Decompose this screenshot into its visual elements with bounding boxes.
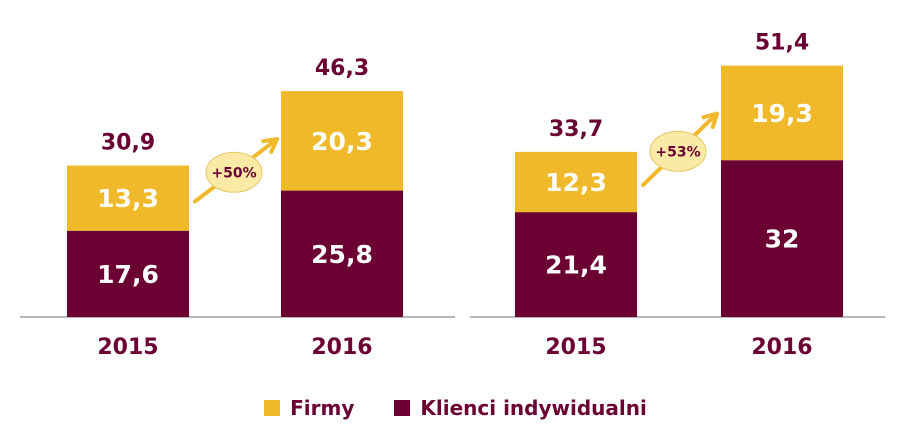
data-label-firmy: 20,3 <box>311 127 373 156</box>
total-label: 46,3 <box>315 56 369 81</box>
legend-swatch-firmy <box>264 400 281 416</box>
x-tick-label: 2015 <box>97 335 158 360</box>
x-tick-label: 2015 <box>545 335 606 360</box>
total-label: 51,4 <box>755 31 809 56</box>
total-label: 33,7 <box>549 117 603 142</box>
data-label-firmy: 19,3 <box>751 99 813 128</box>
legend-swatch-klienci <box>394 400 411 416</box>
bar-klienci-2016 <box>721 160 843 317</box>
growth-label: +50% <box>211 165 256 181</box>
bar-firmy-2016 <box>721 65 843 161</box>
legend-label-klienci: Klienci indywidualni <box>420 396 647 420</box>
data-label-firmy: 12,3 <box>545 168 607 197</box>
growth-badge <box>205 151 263 193</box>
growth-badge <box>649 130 707 172</box>
data-label-klienci: 21,4 <box>545 251 607 280</box>
bar-firmy-2015 <box>515 151 637 213</box>
bar-klienci-2015 <box>67 230 189 317</box>
growth-arrow-head <box>701 111 719 129</box>
data-label-firmy: 13,3 <box>97 184 159 213</box>
total-label: 30,9 <box>101 131 155 156</box>
bar-klienci-2015 <box>515 212 637 317</box>
bar-firmy-2015 <box>67 165 189 231</box>
x-tick-label: 2016 <box>751 335 812 360</box>
legend-label-firmy: Firmy <box>290 396 355 420</box>
bar-firmy-2016 <box>281 91 403 191</box>
data-label-klienci: 32 <box>765 225 800 254</box>
growth-label: +53% <box>655 144 700 160</box>
data-label-klienci: 25,8 <box>311 240 373 269</box>
legend-item-klienci: Klienci indywidualni <box>394 396 647 420</box>
x-tick-label: 2016 <box>311 335 372 360</box>
data-label-klienci: 17,6 <box>97 260 159 289</box>
growth-arrow-head <box>261 137 279 154</box>
bar-klienci-2016 <box>281 190 403 317</box>
legend-item-firmy: Firmy <box>264 396 354 420</box>
legend: Firmy Klienci indywidualni <box>0 396 911 420</box>
